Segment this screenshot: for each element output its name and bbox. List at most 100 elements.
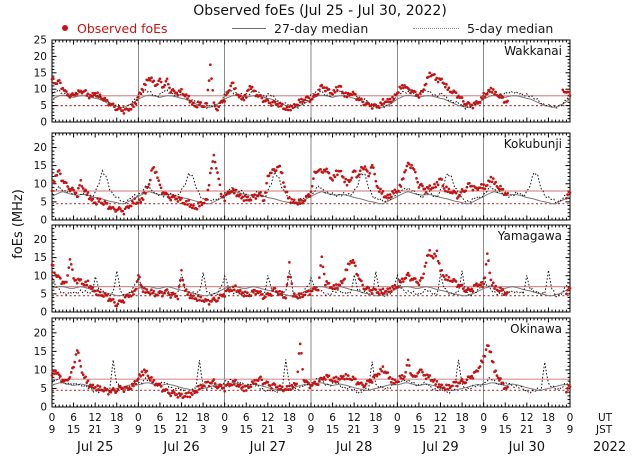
jst-tick-label: 9 bbox=[480, 424, 487, 436]
jst-tick-label: 21 bbox=[261, 424, 274, 436]
observed-dot-icon bbox=[62, 25, 68, 31]
y-tick-label: 5 bbox=[40, 383, 47, 395]
median5-series bbox=[51, 359, 571, 395]
ut-tick-label: 18 bbox=[283, 412, 296, 424]
ut-tick-label: 12 bbox=[520, 412, 533, 424]
jst-tick-label: 21 bbox=[175, 424, 188, 436]
ut-tick-label: 6 bbox=[416, 412, 423, 424]
y-tick-label: 20 bbox=[34, 327, 47, 339]
panel-okinawa: 0 5 10 15 20 Okinawa bbox=[34, 317, 572, 414]
y-tick-label: 5 bbox=[40, 100, 47, 112]
median5-series bbox=[51, 88, 571, 110]
jst-tick-label: 3 bbox=[459, 424, 466, 436]
y-tick-label: 0 bbox=[40, 117, 47, 129]
station-label: Yamagawa bbox=[497, 229, 562, 243]
station-label: Wakkanai bbox=[504, 44, 562, 58]
y-tick-label: 0 bbox=[40, 402, 47, 414]
median27-series bbox=[51, 286, 571, 297]
ut-tick-label: 0 bbox=[135, 412, 142, 424]
station-label: Kokubunji bbox=[504, 137, 562, 151]
ut-axis-label: UT bbox=[598, 412, 613, 424]
jst-tick-label: 15 bbox=[67, 424, 80, 436]
jst-tick-label: 3 bbox=[545, 424, 552, 436]
ut-tick-label: 18 bbox=[196, 412, 209, 424]
legend-item-observed: Observed foEs bbox=[62, 20, 168, 36]
chart-title: Observed foEs (Jul 25 - Jul 30, 2022) bbox=[193, 3, 447, 19]
median5-series bbox=[51, 169, 571, 205]
day-label: Jul 26 bbox=[162, 440, 199, 455]
legend-median5-label: 5-day median bbox=[467, 20, 554, 36]
jst-axis-label: JST bbox=[595, 424, 613, 436]
day-label: Jul 27 bbox=[249, 440, 286, 455]
median5-series bbox=[51, 270, 571, 299]
y-tick-label: 10 bbox=[34, 178, 47, 190]
ut-tick-label: 0 bbox=[221, 412, 228, 424]
ut-tick-label: 0 bbox=[49, 412, 56, 424]
legend-item-median5: 5-day median bbox=[413, 20, 553, 36]
y-axis-title: foEs (MHz) bbox=[11, 189, 26, 259]
day-label: Jul 28 bbox=[335, 440, 372, 455]
panel-kokubunji: 0 5 10 15 20 Kokubunji bbox=[34, 132, 572, 227]
year-label: 2022 bbox=[593, 440, 626, 455]
y-tick-label: 5 bbox=[40, 288, 47, 300]
station-label: Okinawa bbox=[510, 322, 562, 336]
x-axis-labels: 0961512211830961512211830961512211830961… bbox=[49, 412, 626, 455]
legend: Observed foEs 27-day median 5-day median bbox=[0, 20, 640, 37]
day-label: Jul 25 bbox=[76, 440, 113, 455]
panel-yamagawa: 0 5 10 15 20 Yamagawa bbox=[34, 224, 572, 319]
ut-tick-label: 6 bbox=[157, 412, 164, 424]
jst-tick-label: 3 bbox=[200, 424, 207, 436]
ut-tick-label: 6 bbox=[70, 412, 77, 424]
jst-tick-label: 15 bbox=[499, 424, 512, 436]
jst-tick-label: 3 bbox=[286, 424, 293, 436]
ut-tick-label: 18 bbox=[455, 412, 468, 424]
y-tick-label: 5 bbox=[40, 196, 47, 208]
y-tick-label: 15 bbox=[34, 346, 47, 358]
y-tick-label: 0 bbox=[40, 215, 47, 227]
ut-tick-label: 12 bbox=[261, 412, 274, 424]
jst-tick-label: 3 bbox=[372, 424, 379, 436]
ut-tick-label: 12 bbox=[175, 412, 188, 424]
ut-tick-label: 18 bbox=[542, 412, 555, 424]
ut-tick-label: 6 bbox=[243, 412, 250, 424]
median27-line-icon bbox=[232, 27, 266, 29]
jst-tick-label: 21 bbox=[88, 424, 101, 436]
legend-observed-label: Observed foEs bbox=[77, 20, 168, 36]
y-tick-label: 10 bbox=[34, 84, 47, 96]
y-tick-label: 15 bbox=[34, 252, 47, 264]
y-tick-label: 15 bbox=[34, 160, 47, 172]
jst-tick-label: 9 bbox=[394, 424, 401, 436]
jst-tick-label: 9 bbox=[221, 424, 228, 436]
ut-tick-label: 18 bbox=[369, 412, 382, 424]
ut-tick-label: 6 bbox=[502, 412, 509, 424]
ut-tick-label: 0 bbox=[308, 412, 315, 424]
jst-tick-label: 15 bbox=[326, 424, 339, 436]
jst-tick-label: 21 bbox=[520, 424, 533, 436]
jst-tick-label: 15 bbox=[412, 424, 425, 436]
y-tick-label: 10 bbox=[34, 364, 47, 376]
jst-tick-label: 15 bbox=[153, 424, 166, 436]
ut-tick-label: 0 bbox=[567, 412, 574, 424]
y-tick-label: 20 bbox=[34, 142, 47, 154]
jst-tick-label: 3 bbox=[113, 424, 120, 436]
ut-tick-label: 12 bbox=[434, 412, 447, 424]
ut-tick-label: 6 bbox=[329, 412, 336, 424]
legend-median27-label: 27-day median bbox=[274, 20, 369, 36]
jst-tick-label: 9 bbox=[49, 424, 56, 436]
y-tick-label: 20 bbox=[34, 234, 47, 246]
jst-tick-label: 21 bbox=[347, 424, 360, 436]
ut-tick-label: 18 bbox=[110, 412, 123, 424]
y-tick-label: 0 bbox=[40, 307, 47, 319]
y-tick-label: 15 bbox=[34, 67, 47, 79]
legend-item-median27: 27-day median bbox=[232, 20, 368, 36]
y-tick-label: 25 bbox=[34, 35, 47, 47]
jst-tick-label: 21 bbox=[434, 424, 447, 436]
ut-tick-label: 12 bbox=[88, 412, 101, 424]
y-tick-label: 10 bbox=[34, 270, 47, 282]
ut-tick-label: 0 bbox=[480, 412, 487, 424]
jst-tick-label: 15 bbox=[240, 424, 253, 436]
panel-wakkanai: 0 5 10 15 20 25 Wakkanai bbox=[34, 35, 572, 129]
median5-line-icon bbox=[413, 27, 459, 29]
jst-tick-label: 9 bbox=[567, 424, 574, 436]
